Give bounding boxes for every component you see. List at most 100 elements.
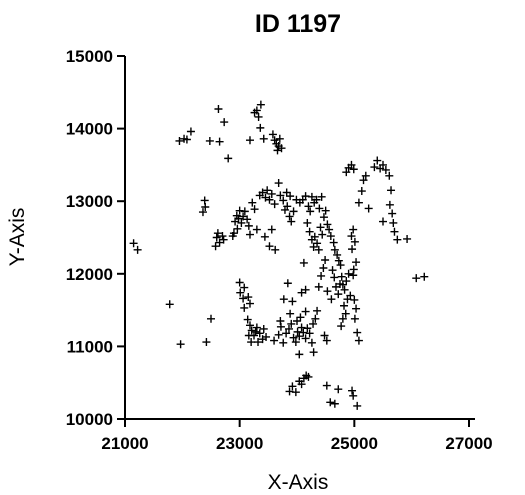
data-point <box>340 285 349 294</box>
data-point <box>202 338 211 347</box>
data-point <box>349 225 358 234</box>
data-point <box>270 200 279 209</box>
data-point <box>295 332 304 341</box>
data-point <box>330 273 339 282</box>
data-point <box>288 297 297 306</box>
data-point <box>276 322 285 331</box>
data-point <box>267 225 276 234</box>
chart-title: ID 1197 <box>255 10 341 38</box>
data-point <box>295 350 304 359</box>
data-point <box>271 245 280 254</box>
data-point <box>420 272 429 281</box>
data-point <box>370 163 379 172</box>
data-point <box>205 136 214 145</box>
data-point <box>213 229 222 238</box>
data-point <box>323 287 332 296</box>
data-point <box>312 195 321 204</box>
data-point <box>329 238 338 247</box>
data-point <box>305 329 314 338</box>
data-point <box>327 295 336 304</box>
data-point <box>207 314 215 323</box>
data-point <box>361 171 370 180</box>
data-point <box>239 212 248 221</box>
data-point <box>353 401 362 410</box>
data-point <box>288 382 297 391</box>
data-point <box>286 192 295 201</box>
data-point <box>314 282 323 291</box>
data-point <box>277 144 286 153</box>
data-point <box>349 391 358 400</box>
data-point <box>252 106 261 115</box>
data-points <box>129 100 429 410</box>
data-point <box>342 168 351 177</box>
y-tick-label: 14000 <box>66 120 113 139</box>
data-point <box>273 146 282 155</box>
data-point <box>306 207 315 216</box>
data-point <box>379 160 387 169</box>
data-point <box>250 205 259 214</box>
data-point <box>236 288 245 297</box>
data-point <box>293 316 301 325</box>
data-point <box>340 301 349 310</box>
data-point <box>305 227 314 236</box>
data-point <box>283 279 292 288</box>
data-point <box>297 380 306 389</box>
data-point <box>215 137 224 146</box>
data-point <box>268 130 277 139</box>
data-point <box>240 303 249 312</box>
data-point <box>344 269 353 278</box>
data-point <box>233 224 242 233</box>
y-tick-label: 12000 <box>66 265 113 284</box>
data-point <box>330 245 339 254</box>
data-point <box>317 192 326 201</box>
data-point <box>245 321 254 330</box>
data-point <box>175 136 184 145</box>
data-point <box>211 242 220 251</box>
data-point <box>354 336 363 345</box>
data-point <box>373 156 382 165</box>
data-point <box>218 232 227 241</box>
data-point <box>289 333 298 342</box>
y-tick-label: 15000 <box>66 47 113 66</box>
data-point <box>279 196 288 205</box>
data-point <box>342 277 351 286</box>
data-point <box>309 319 318 328</box>
data-point <box>313 306 322 315</box>
data-point <box>261 193 270 202</box>
data-point <box>243 215 252 224</box>
data-point <box>299 258 308 267</box>
data-point <box>245 299 254 308</box>
data-point <box>349 165 358 174</box>
y-axis-ticks: 10000 11000 12000 13000 14000 15000 <box>66 47 125 429</box>
data-point <box>212 233 221 242</box>
data-point <box>393 235 402 244</box>
data-point <box>165 300 174 309</box>
data-point <box>235 278 244 287</box>
data-point <box>287 217 296 226</box>
data-point <box>313 239 322 248</box>
data-point <box>229 229 238 238</box>
data-point <box>309 348 318 357</box>
data-point <box>186 127 195 136</box>
x-tick-label: 25000 <box>331 434 378 453</box>
data-point <box>287 319 296 328</box>
data-point <box>364 204 373 213</box>
data-point <box>389 218 398 227</box>
data-point <box>318 230 327 239</box>
data-point <box>319 263 328 272</box>
data-point <box>289 207 298 216</box>
x-axis-title: X-Axis <box>268 471 329 494</box>
data-point <box>200 196 209 205</box>
data-point <box>258 188 267 197</box>
data-point <box>270 336 279 345</box>
data-point <box>348 245 357 254</box>
data-point <box>254 338 263 347</box>
data-point <box>129 239 138 248</box>
data-point <box>220 118 229 127</box>
data-point <box>263 186 272 195</box>
data-point <box>303 218 312 227</box>
data-point <box>304 202 313 211</box>
data-point <box>245 230 254 239</box>
data-point <box>224 154 233 163</box>
data-point <box>336 261 345 270</box>
